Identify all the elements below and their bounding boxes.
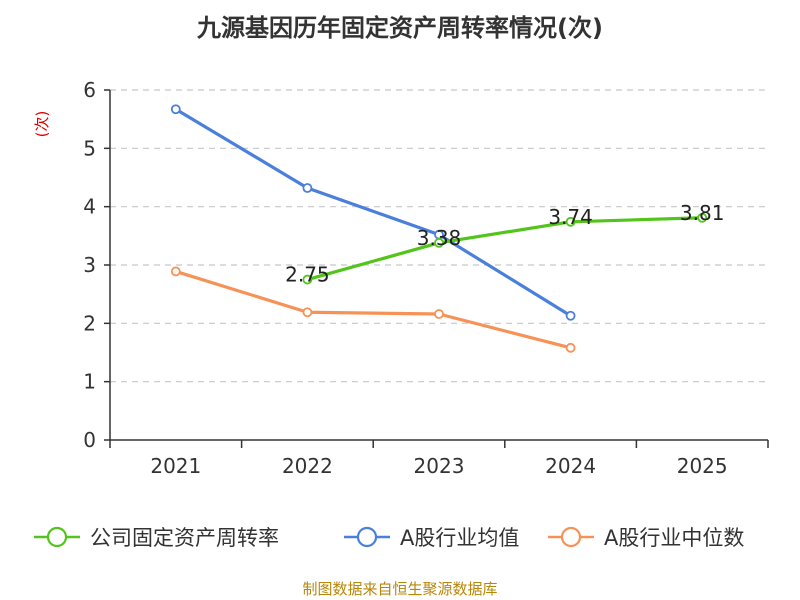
legend-label: 公司固定资产周转率 xyxy=(90,526,279,550)
x-tick-label: 2022 xyxy=(282,454,333,478)
legend-item-1[interactable]: A股行业均值 xyxy=(344,526,519,550)
data-label: 3.38 xyxy=(417,226,462,250)
y-tick-label: 1 xyxy=(83,370,96,394)
y-tick-label: 0 xyxy=(83,428,96,452)
y-tick-label: 6 xyxy=(83,78,96,102)
series xyxy=(170,104,708,353)
data-point xyxy=(565,310,576,321)
data-label: 3.81 xyxy=(680,201,725,225)
data-point xyxy=(170,266,181,277)
data-point xyxy=(434,309,444,319)
legend[interactable]: 公司固定资产周转率 A股行业均值 A股行业中位数 xyxy=(34,526,744,550)
data-label: 2.75 xyxy=(285,263,330,287)
y-tick-label: 2 xyxy=(83,311,96,335)
y-tick-label: 5 xyxy=(83,136,96,160)
x-tick-label: 2023 xyxy=(414,454,465,478)
legend-marker xyxy=(560,526,582,548)
legend-label: A股行业中位数 xyxy=(604,526,744,550)
series-2 xyxy=(170,266,576,353)
data-point xyxy=(565,342,576,353)
data-point xyxy=(565,216,576,227)
legend-marker xyxy=(46,526,68,548)
series-line xyxy=(174,107,573,318)
legend-label: A股行业均值 xyxy=(400,526,519,550)
data-point xyxy=(697,212,708,223)
data-point xyxy=(170,104,181,115)
data-point xyxy=(302,274,313,285)
data-point xyxy=(302,307,313,318)
series-line xyxy=(305,216,704,282)
chart-title: 九源基因历年固定资产周转率情况(次) xyxy=(196,14,603,42)
data-point xyxy=(302,183,313,193)
y-tick-label: 4 xyxy=(83,195,96,219)
y-tick-label: 3 xyxy=(83,253,96,277)
x-tick-label: 2021 xyxy=(150,454,201,478)
legend-item-0[interactable]: 公司固定资产周转率 xyxy=(34,526,279,550)
y-axis-label: (次) xyxy=(33,111,51,138)
series-line xyxy=(174,269,573,350)
source-note: 制图数据来自恒生聚源数据库 xyxy=(302,580,497,598)
data-label: 3.74 xyxy=(548,205,593,229)
series-0 xyxy=(302,212,708,285)
x-tick-label: 2025 xyxy=(677,454,728,478)
data-point xyxy=(434,237,444,248)
legend-marker xyxy=(356,526,378,548)
data-labels: 2.75 3.38 3.74 3.81 xyxy=(285,201,724,287)
axes: 0 1 2 3 4 5 6 2021 2022 2023 2024 2025 xyxy=(83,78,769,478)
legend-item-2[interactable]: A股行业中位数 xyxy=(548,526,744,550)
x-tick-label: 2024 xyxy=(545,454,596,478)
